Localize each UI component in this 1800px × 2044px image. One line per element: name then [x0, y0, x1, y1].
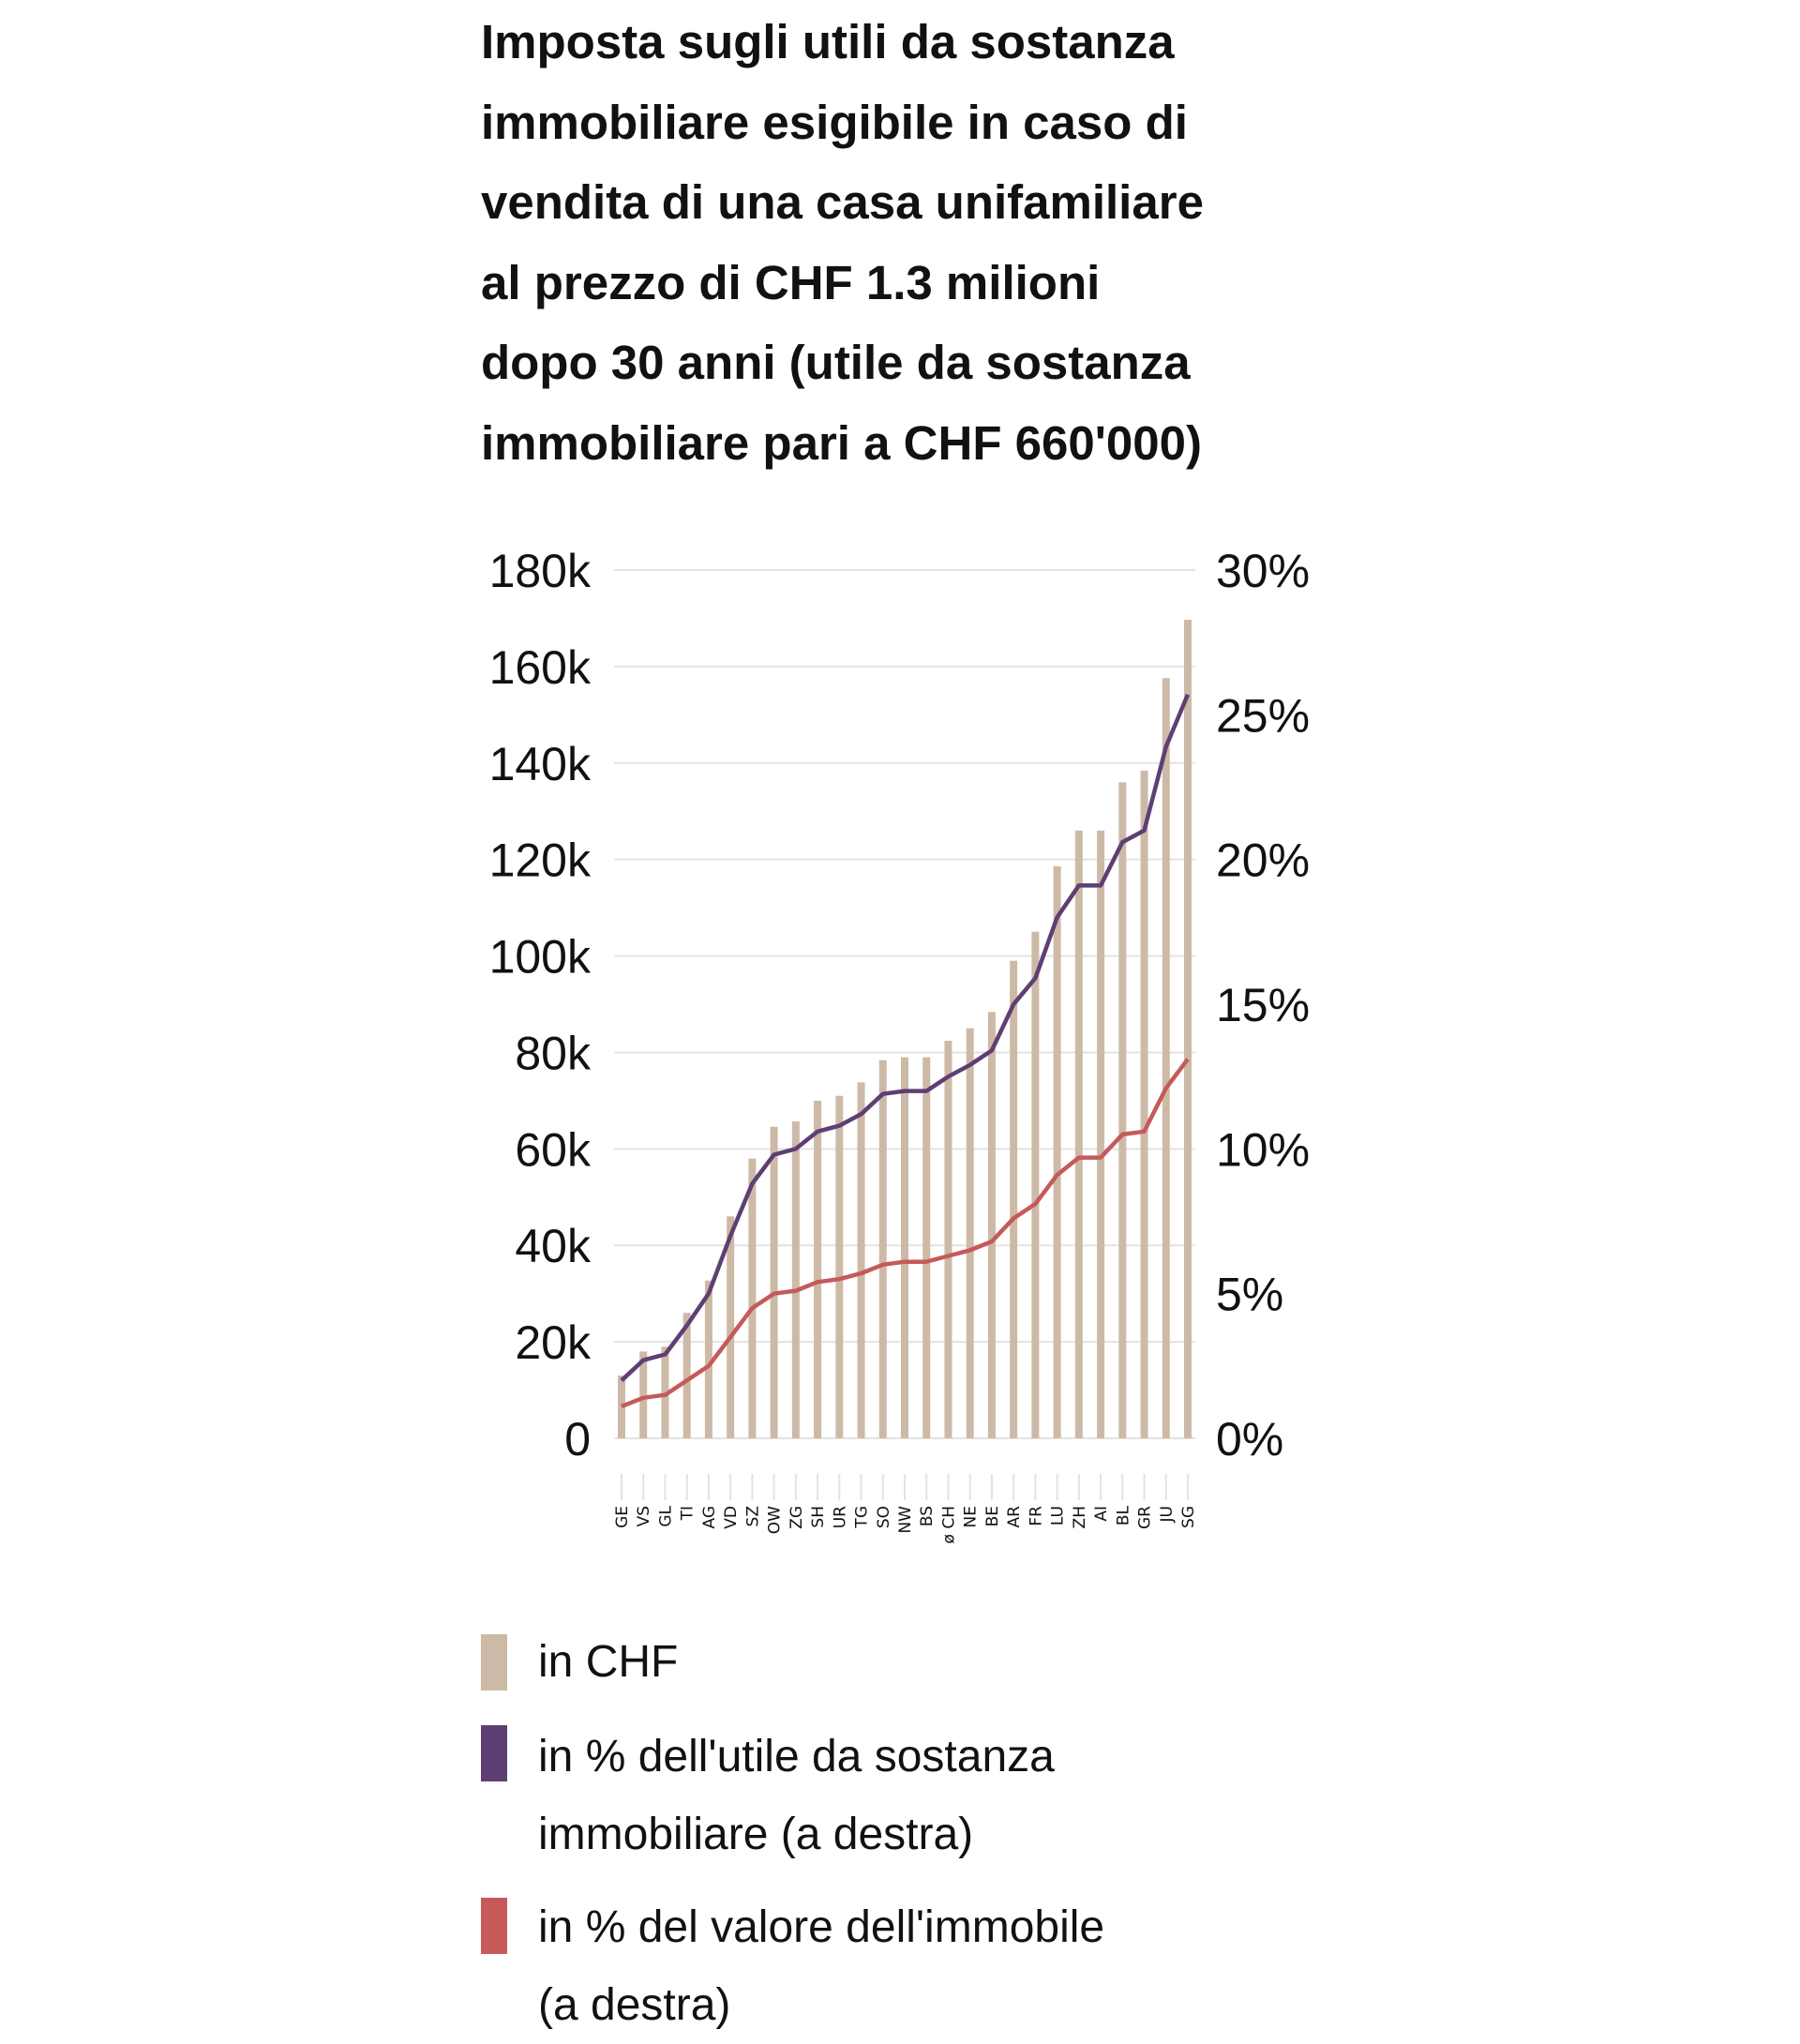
bar-UR: [835, 1095, 844, 1438]
bar-OW: [770, 1126, 778, 1438]
right-tick-label: 10%: [1216, 1123, 1310, 1176]
line-series-2: [621, 1058, 1190, 1409]
x-tick-label: FR: [1027, 1506, 1045, 1526]
x-tick-label: GL: [656, 1505, 675, 1526]
title-line: Imposta sugli utili da sostanza: [481, 15, 1175, 68]
x-tick-label: OW: [766, 1506, 785, 1534]
x-tick-label: BS: [918, 1506, 937, 1526]
bar-GR: [1140, 771, 1148, 1438]
bar-SZ: [748, 1158, 757, 1438]
bar-BS: [922, 1057, 931, 1438]
left-tick-label: 180k: [489, 545, 592, 597]
x-tick-label: ZH: [1071, 1506, 1089, 1528]
chart: 0 20k 40k 60k 80k 100k 120k 140k 160k 180k 0% 5% 10%…: [489, 545, 1311, 1543]
right-tick-label: 25%: [1216, 689, 1310, 742]
x-tick-label: SO: [875, 1506, 893, 1528]
left-tick-label: 80k: [515, 1027, 592, 1079]
x-tick-label: NE: [962, 1506, 981, 1527]
chart-title: Imposta sugli utili da sostanza immobili…: [481, 2, 1512, 483]
legend-label: (a destra): [538, 1980, 731, 2030]
left-tick-label: 100k: [489, 931, 592, 984]
x-tick-label: LU: [1049, 1506, 1068, 1525]
bar-SO: [878, 1060, 887, 1438]
bar-AG: [704, 1280, 712, 1438]
left-tick-label: 0: [564, 1413, 591, 1465]
bar-VS: [639, 1351, 648, 1438]
bar-TG: [857, 1082, 865, 1438]
bar-ø CH: [944, 1041, 952, 1438]
right-tick-label: 30%: [1216, 545, 1310, 597]
left-tick-label: 120k: [489, 834, 592, 887]
left-tick-label: 20k: [515, 1316, 592, 1369]
legend-swatch: [481, 1725, 507, 1781]
right-tick-label: 0%: [1216, 1413, 1283, 1465]
x-tick-label: JU: [1158, 1506, 1177, 1523]
title-line: dopo 30 anni (utile da sostanza: [481, 336, 1191, 389]
bar-ZH: [1074, 830, 1083, 1438]
title-line: vendita di una casa unifamiliare: [481, 175, 1204, 229]
legend-label: in % del valore dell'immobile: [538, 1902, 1105, 1952]
legend-swatch: [481, 1898, 507, 1954]
x-tick-label: TI: [679, 1506, 698, 1521]
left-tick-label: 140k: [489, 738, 592, 790]
bar-AI: [1097, 830, 1105, 1438]
right-tick-label: 15%: [1216, 979, 1310, 1031]
bar-NE: [966, 1028, 974, 1438]
x-tick-label: UR: [831, 1506, 849, 1528]
bar-ZG: [791, 1121, 800, 1438]
left-tick-label: 40k: [515, 1220, 592, 1272]
bar-FR: [1031, 931, 1040, 1438]
bar-SH: [814, 1100, 822, 1438]
bar-BL: [1118, 782, 1127, 1438]
legend-swatch: [481, 1634, 507, 1691]
x-tick-label: AR: [1005, 1506, 1024, 1528]
x-tick-label: AG: [700, 1506, 719, 1529]
bar-BE: [987, 1012, 996, 1438]
bar-NW: [901, 1057, 908, 1438]
x-tick-label: SG: [1179, 1506, 1198, 1528]
left-tick-label: 60k: [515, 1123, 592, 1176]
left-tick-label: 160k: [489, 641, 592, 694]
bar-AR: [1010, 960, 1018, 1438]
x-tick-label: ZG: [788, 1506, 806, 1529]
bar-SG: [1184, 619, 1192, 1438]
x-tick-label: VD: [722, 1506, 741, 1529]
x-tick-label: BL: [1114, 1505, 1132, 1525]
x-tick-label: SZ: [743, 1506, 762, 1526]
x-tick-label: NW: [896, 1506, 915, 1534]
bar-JU: [1162, 678, 1170, 1438]
bar-VD: [727, 1216, 735, 1438]
title-line: immobiliare esigibile in caso di: [481, 95, 1188, 149]
x-tick-label: GE: [613, 1506, 632, 1528]
x-tick-label: TG: [853, 1506, 872, 1529]
x-tick-label: AI: [1092, 1506, 1111, 1522]
title-line: al prezzo di CHF 1.3 milioni: [481, 255, 1101, 309]
x-tick-label: BE: [983, 1506, 1002, 1526]
bar-TI: [682, 1313, 691, 1438]
x-tick-label: ø CH: [939, 1506, 958, 1543]
legend-label: in % dell'utile da sostanza: [538, 1732, 1055, 1781]
line-series-1: [620, 693, 1191, 1382]
bar-LU: [1053, 865, 1061, 1438]
legend-label: in CHF: [538, 1637, 679, 1687]
right-tick-label: 5%: [1216, 1269, 1283, 1321]
legend-label: immobiliare (a destra): [538, 1810, 974, 1859]
x-tick-label: VS: [635, 1506, 653, 1526]
title-line: immobiliare pari a CHF 660'000): [481, 415, 1202, 470]
right-tick-label: 20%: [1216, 834, 1310, 887]
x-tick-label: SH: [809, 1506, 828, 1528]
x-tick-label: GR: [1136, 1506, 1155, 1529]
bar-GE: [618, 1375, 625, 1438]
